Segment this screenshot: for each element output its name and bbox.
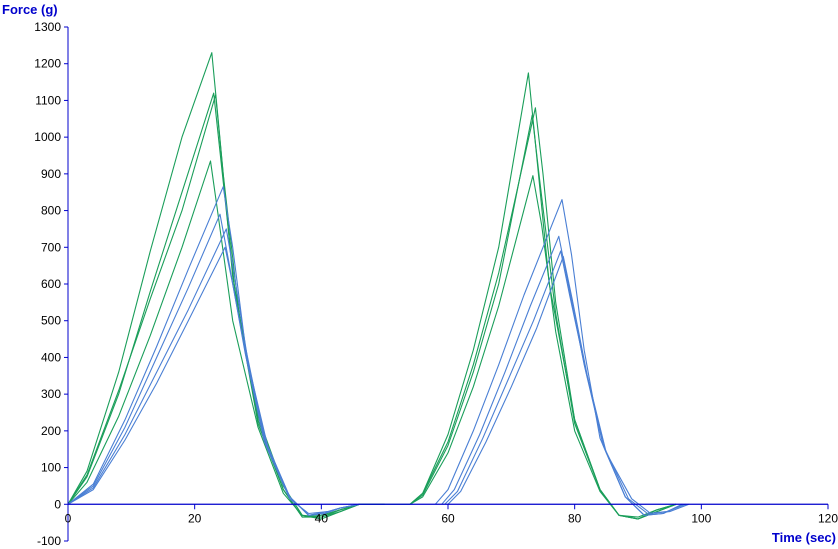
series-line-1: [67, 52, 385, 518]
y-tick-label-500: 500: [41, 314, 61, 328]
y-tick-label-300: 300: [41, 387, 61, 401]
y-tick-label--100: -100: [37, 534, 61, 548]
series-line-14: [441, 235, 683, 516]
series-line-16: [444, 250, 686, 515]
y-tick-label-1200: 1200: [34, 57, 61, 71]
y-tick-label-1300: 1300: [34, 20, 61, 34]
y-tick-label-600: 600: [41, 277, 61, 291]
series-line-2: [67, 92, 385, 518]
y-tick-label-1100: 1100: [35, 93, 61, 107]
x-tick-label-80: 80: [568, 511, 582, 525]
y-tick-label-0: 0: [54, 497, 61, 511]
x-tick-label-100: 100: [691, 511, 711, 525]
series-line-3: [67, 94, 385, 520]
series-line-12: [409, 175, 677, 518]
y-tick-label-800: 800: [41, 204, 61, 218]
series-line-6: [67, 213, 360, 516]
series-line-5: [67, 186, 360, 516]
x-tick-label-60: 60: [441, 511, 455, 525]
axes-layer: -100010020030040050060070080090010001100…: [34, 20, 838, 548]
y-tick-label-100: 100: [41, 461, 61, 475]
series-line-11: [409, 114, 677, 520]
y-axis-title: Force (g): [2, 2, 58, 17]
y-tick-label-900: 900: [41, 167, 61, 181]
y-tick-label-700: 700: [41, 240, 61, 254]
series-layer: [67, 52, 689, 520]
y-tick-label-400: 400: [41, 350, 61, 364]
y-tick-label-1000: 1000: [34, 130, 61, 144]
series-line-4: [67, 160, 385, 518]
x-tick-label-20: 20: [188, 511, 202, 525]
x-axis-title: Time (sec): [772, 530, 836, 545]
x-tick-label-0: 0: [65, 511, 72, 525]
series-line-8: [67, 246, 360, 515]
series-line-10: [409, 107, 677, 520]
x-tick-label-40: 40: [315, 511, 329, 525]
series-line-9: [384, 72, 677, 520]
series-line-7: [67, 228, 360, 516]
x-tick-label-120: 120: [818, 511, 838, 525]
y-tick-label-200: 200: [41, 424, 61, 438]
